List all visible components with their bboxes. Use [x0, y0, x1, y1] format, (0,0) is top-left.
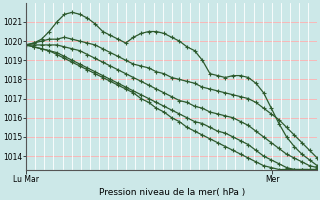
X-axis label: Pression niveau de la mer( hPa ): Pression niveau de la mer( hPa ) — [99, 188, 245, 197]
